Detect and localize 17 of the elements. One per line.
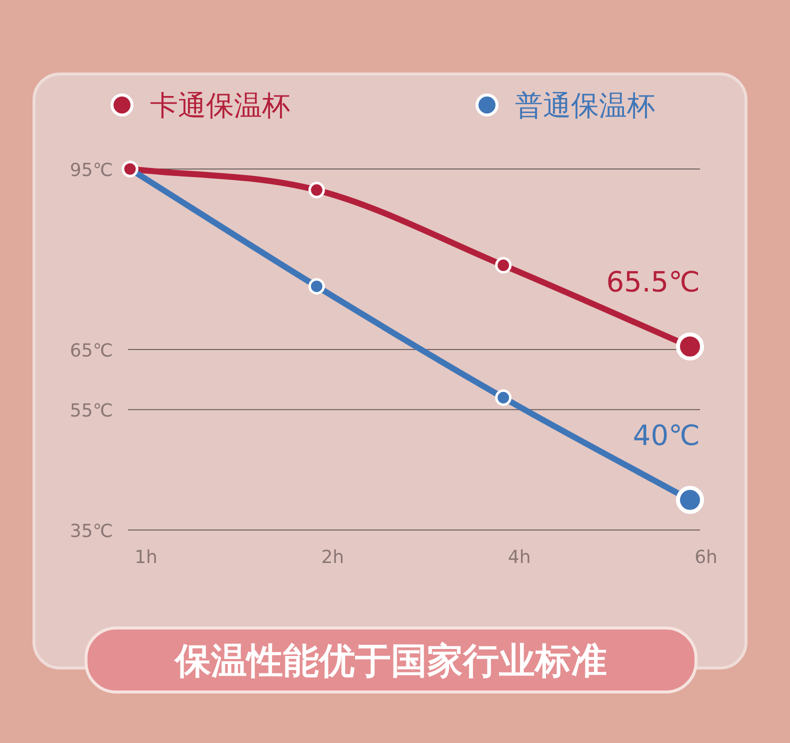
point: [308, 182, 325, 198]
x-tick-label: 6h: [694, 547, 718, 568]
legend-label: 卡通保温杯: [150, 89, 290, 122]
y-tick-label: 65℃: [70, 340, 113, 362]
y-tick-label: 95℃: [70, 160, 113, 181]
legend-label: 普通保温杯: [515, 89, 655, 122]
data-label: 65.5℃: [606, 265, 700, 298]
data-label: 40℃: [632, 418, 700, 452]
x-tick-label: 4h: [508, 547, 531, 568]
y-tick-label: 55℃: [70, 400, 113, 422]
point: [495, 257, 512, 274]
y-tick-label: 35℃: [70, 521, 113, 542]
text: 保温性能优于国家行业标准: [173, 641, 607, 682]
x-tick-label: 2h: [321, 547, 344, 568]
x-tick-label: 1h: [134, 547, 158, 568]
point: [495, 389, 512, 406]
point: [308, 278, 325, 295]
